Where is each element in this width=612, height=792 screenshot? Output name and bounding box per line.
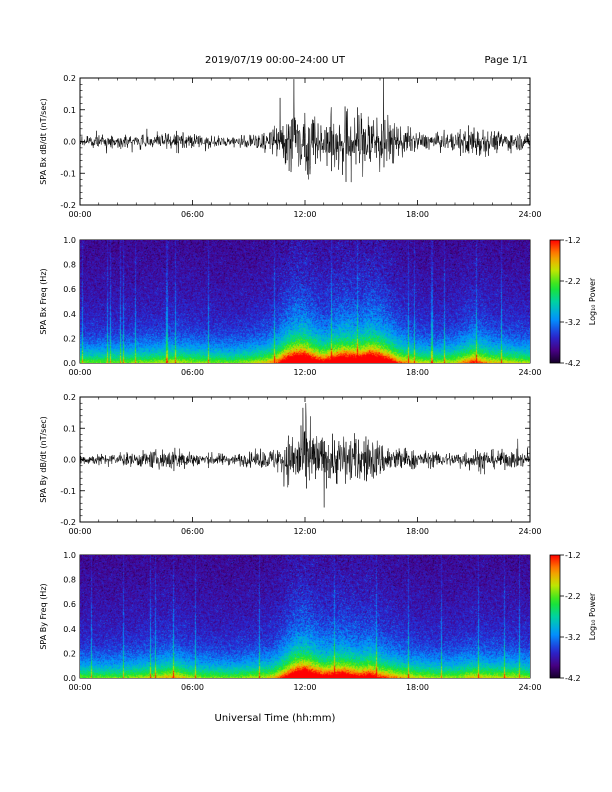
y-tick-label: -0.1 bbox=[60, 487, 76, 496]
y-axis-label: SPA By Freq (Hz) bbox=[39, 583, 48, 649]
x-tick-label: 12:00 bbox=[293, 210, 316, 219]
y-tick-label: 0.0 bbox=[63, 359, 76, 368]
bx-colorbar: -1.2 -2.2 -3.2 -4.2 Log₁₀ Power bbox=[549, 236, 597, 368]
x-tick-label: 18:00 bbox=[406, 683, 429, 692]
x-tick-label: 00:00 bbox=[68, 368, 91, 377]
x-tick-label: 12:00 bbox=[293, 683, 316, 692]
x-axis-label: Universal Time (hh:mm) bbox=[215, 713, 336, 724]
y-tick-label: 0.0 bbox=[63, 674, 76, 683]
bx-dbdt-panel: 00:00 06:00 12:00 18:00 24:00 0.2 0.1 0.0 -0.1 -0… bbox=[39, 74, 542, 219]
x-tick-label: 00:00 bbox=[68, 210, 91, 219]
by-dbdt-panel: 00:00 06:00 12:00 18:00 24:00 0.2 0.1 0.0 -0.1 -0… bbox=[39, 393, 542, 536]
y-tick-label: 0.0 bbox=[63, 456, 76, 465]
y-axis-label: SPA Bx dB/dt (nT/sec) bbox=[39, 98, 48, 185]
y-tick-label: 1.0 bbox=[63, 236, 76, 245]
colorbar-tick-label: -3.2 bbox=[565, 318, 581, 327]
x-tick-label: 18:00 bbox=[406, 368, 429, 377]
y-axis-label: SPA Bx Freq (Hz) bbox=[39, 268, 48, 334]
chart-title: 2019/07/19 00:00–24:00 UT bbox=[205, 55, 346, 66]
by-colorbar: -1.2 -2.2 -3.2 -4.2 Log₁₀ Power bbox=[549, 551, 597, 683]
colorbar-label: Log₁₀ Power bbox=[588, 592, 597, 640]
y-tick-label: 0.2 bbox=[63, 74, 76, 83]
x-tick-label: 06:00 bbox=[181, 210, 204, 219]
colorbar-tick-label: -2.2 bbox=[565, 277, 581, 286]
x-tick-label: 24:00 bbox=[518, 368, 541, 377]
x-tick-label: 18:00 bbox=[406, 527, 429, 536]
x-tick-label: 24:00 bbox=[518, 527, 541, 536]
y-tick-label: 0.4 bbox=[63, 625, 76, 634]
x-tick-label: 18:00 bbox=[406, 210, 429, 219]
y-tick-label: 0.8 bbox=[63, 261, 76, 270]
y-tick-label: 0.0 bbox=[63, 138, 76, 147]
y-tick-label: -0.2 bbox=[60, 201, 76, 210]
colorbar-tick-label: -2.2 bbox=[565, 592, 581, 601]
y-tick-label: -0.2 bbox=[60, 518, 76, 527]
y-tick-label: -0.1 bbox=[60, 169, 76, 178]
colorbar-label: Log₁₀ Power bbox=[588, 277, 597, 325]
y-tick-label: 0.2 bbox=[63, 649, 76, 658]
y-tick-label: 0.1 bbox=[63, 424, 76, 433]
colorbar-tick-label: -3.2 bbox=[565, 633, 581, 642]
y-tick-label: 0.8 bbox=[63, 576, 76, 585]
colorbar-scale bbox=[549, 239, 561, 364]
trace-line bbox=[79, 403, 531, 508]
colorbar-scale bbox=[549, 554, 561, 679]
y-tick-label: 0.2 bbox=[63, 334, 76, 343]
y-tick-label: 0.6 bbox=[63, 285, 76, 294]
bx-spectrogram-image bbox=[80, 240, 530, 363]
colorbar-tick-label: -4.2 bbox=[565, 359, 581, 368]
page-number: Page 1/1 bbox=[485, 55, 528, 66]
x-tick-label: 06:00 bbox=[181, 368, 204, 377]
y-tick-label: 1.0 bbox=[63, 551, 76, 560]
x-tick-label: 12:00 bbox=[293, 368, 316, 377]
y-tick-label: 0.6 bbox=[63, 600, 76, 609]
y-tick-label: 0.4 bbox=[63, 310, 76, 319]
trace-line bbox=[79, 77, 531, 183]
x-tick-label: 24:00 bbox=[518, 683, 541, 692]
colorbar-tick-label: -4.2 bbox=[565, 674, 581, 683]
y-tick-label: 0.2 bbox=[63, 393, 76, 402]
x-tick-label: 00:00 bbox=[68, 527, 91, 536]
y-axis-label: SPA By dB/dt (nT/sec) bbox=[39, 416, 48, 503]
x-tick-label: 00:00 bbox=[68, 683, 91, 692]
y-tick-label: 0.1 bbox=[63, 106, 76, 115]
x-tick-label: 06:00 bbox=[181, 527, 204, 536]
x-tick-label: 12:00 bbox=[293, 527, 316, 536]
colorbar-tick-label: -1.2 bbox=[565, 236, 581, 245]
x-tick-label: 24:00 bbox=[518, 210, 541, 219]
by-spectrogram-image bbox=[80, 555, 530, 678]
colorbar-tick-label: -1.2 bbox=[565, 551, 581, 560]
x-tick-label: 06:00 bbox=[181, 683, 204, 692]
